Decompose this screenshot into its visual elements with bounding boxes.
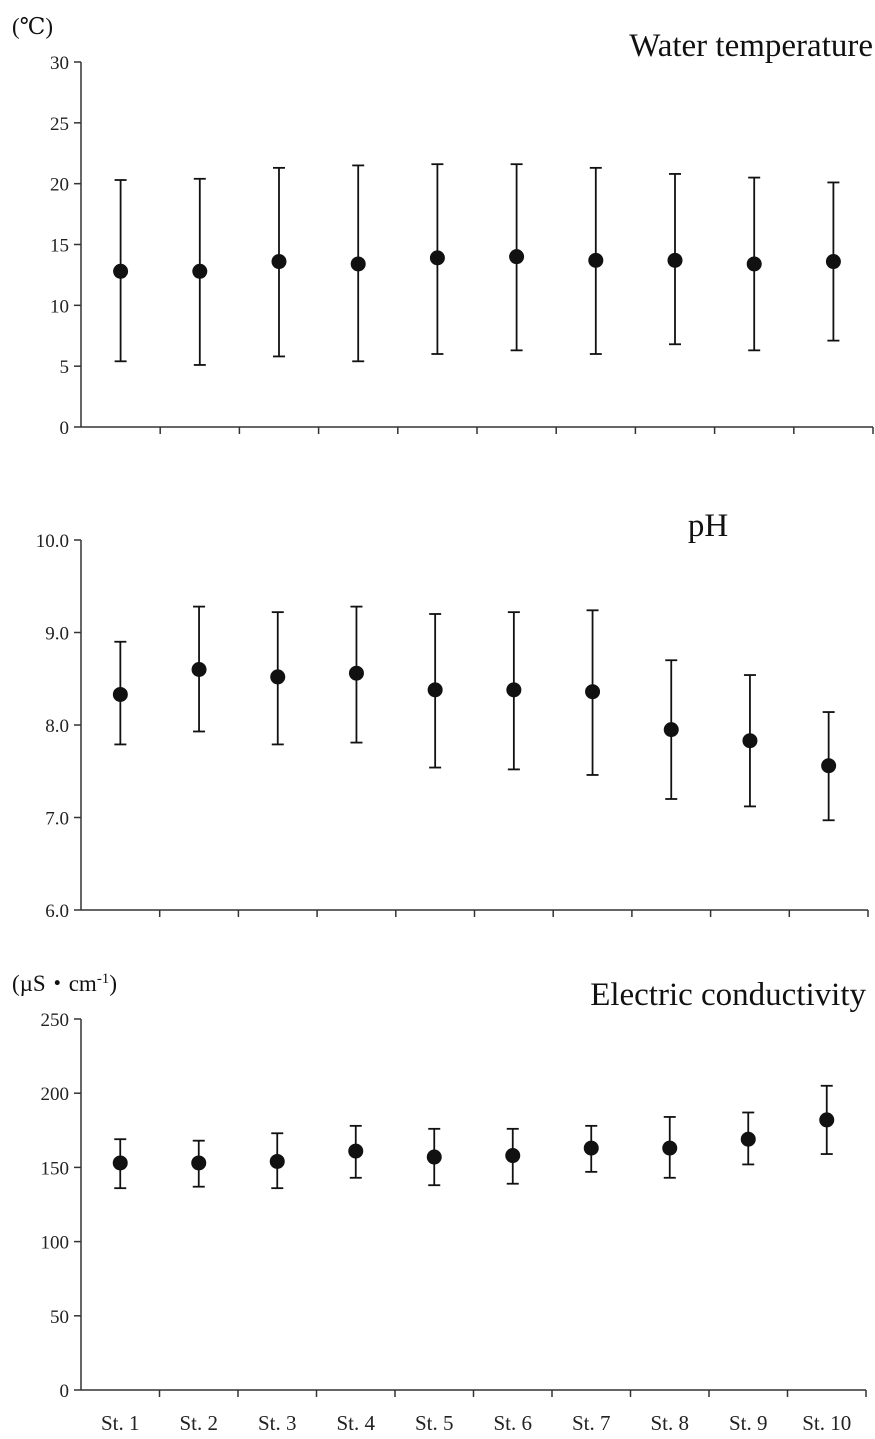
data-point <box>509 249 525 265</box>
data-point <box>426 1149 442 1165</box>
y-tick-label: 100 <box>41 1233 70 1254</box>
y-unit-label: (℃) <box>12 14 53 39</box>
x-tick-label: St. 2 <box>179 1411 218 1435</box>
data-point <box>348 665 364 681</box>
x-tick-label: St. 5 <box>415 1411 454 1435</box>
data-point <box>192 263 208 279</box>
data-point <box>585 684 601 700</box>
y-tick-label: 15 <box>50 236 69 257</box>
y-unit-label: (µS・cm-1) <box>12 971 117 996</box>
chart-title: Water temperature <box>629 28 873 64</box>
y-tick-label: 6.0 <box>45 901 69 922</box>
x-tick-label: St. 3 <box>258 1411 297 1435</box>
y-tick-label: 50 <box>50 1307 69 1328</box>
data-point <box>271 254 287 270</box>
x-tick-label: St. 10 <box>802 1411 851 1435</box>
data-point <box>506 682 522 698</box>
y-tick-label: 200 <box>41 1084 70 1105</box>
y-tick-label: 10.0 <box>36 531 69 552</box>
data-point <box>821 758 837 774</box>
data-point <box>348 1143 364 1159</box>
data-point <box>662 1140 678 1156</box>
data-point <box>270 669 286 685</box>
y-tick-label: 30 <box>50 53 69 74</box>
data-point <box>825 254 841 270</box>
x-tick-label: St. 8 <box>650 1411 689 1435</box>
chart-panel-2: 6.0 7.0 8.0 9.0 10.0 pH <box>36 508 869 922</box>
x-tick-label: St. 1 <box>101 1411 140 1435</box>
data-point <box>505 1148 521 1164</box>
x-tick-label: St. 9 <box>729 1411 768 1435</box>
y-tick-label: 5 <box>60 357 70 378</box>
data-point <box>191 1155 207 1171</box>
data-point <box>588 252 604 268</box>
data-point <box>740 1131 756 1147</box>
chart-title: pH <box>688 508 728 544</box>
data-point <box>742 733 758 749</box>
data-point <box>113 263 129 279</box>
x-tick-label: St. 6 <box>493 1411 532 1435</box>
data-point <box>350 256 366 272</box>
data-point <box>429 250 445 266</box>
chart-title: Electric conductivity <box>590 977 866 1013</box>
y-tick-label: 9.0 <box>45 624 69 645</box>
data-point <box>191 662 207 677</box>
data-point <box>427 682 443 698</box>
x-tick-label: St. 4 <box>336 1411 375 1435</box>
data-point <box>112 1155 128 1171</box>
y-tick-label: 10 <box>50 296 69 317</box>
x-tick-label: St. 7 <box>572 1411 611 1435</box>
y-tick-label: 150 <box>41 1158 70 1179</box>
y-tick-label: 25 <box>50 114 69 135</box>
y-tick-label: 7.0 <box>45 809 69 830</box>
data-point <box>667 252 683 268</box>
data-point <box>819 1112 835 1128</box>
y-tick-label: 0 <box>60 1381 70 1402</box>
y-tick-label: 250 <box>41 1010 70 1031</box>
y-tick-label: 8.0 <box>45 716 69 737</box>
y-tick-label: 0 <box>60 418 70 439</box>
data-point <box>746 256 762 272</box>
data-point <box>269 1153 285 1169</box>
data-point <box>583 1140 599 1156</box>
data-point <box>112 686 128 702</box>
y-tick-label: 20 <box>50 175 69 196</box>
chart-panel-1: 0 5 10 15 20 25 30 Water temperature (℃) <box>12 14 874 439</box>
chart-panel-3: 0 50 100 150 200 250 St. 1 St. 2 St. 3 St. 4 St. 5… <box>12 971 867 1435</box>
data-point <box>663 722 679 738</box>
